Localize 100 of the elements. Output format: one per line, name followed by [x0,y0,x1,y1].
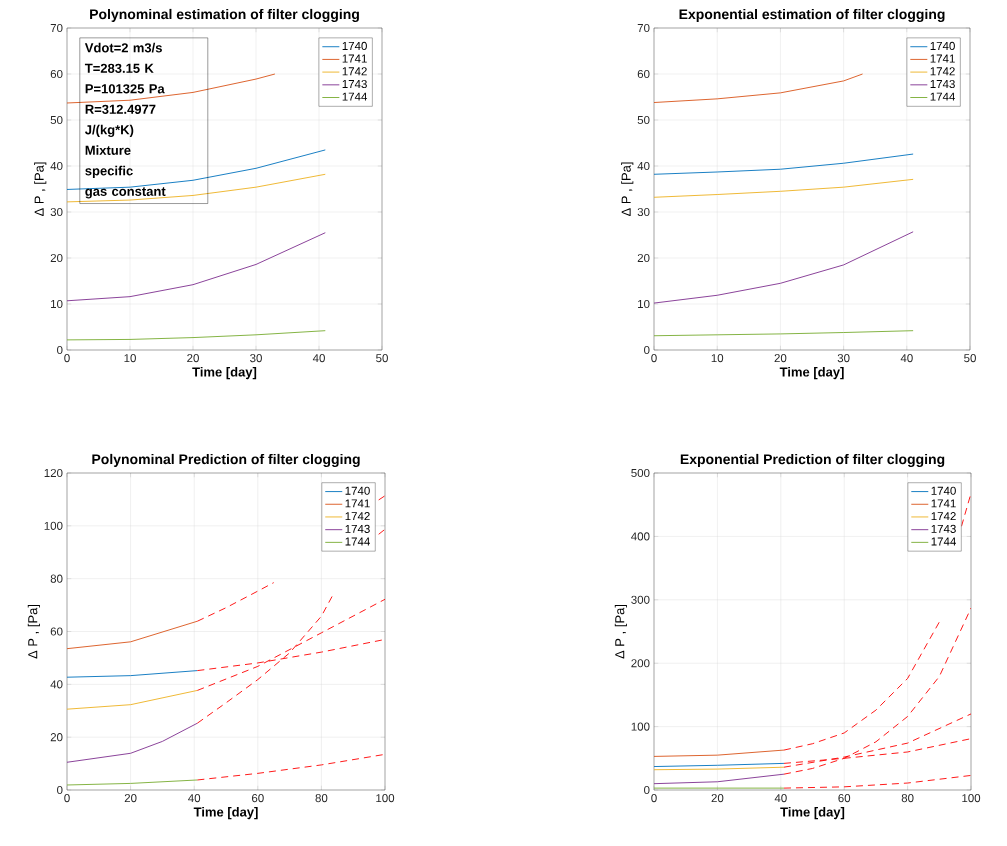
legend-label: 1742 [342,67,367,76]
legend-label: 1743 [930,79,955,89]
legend-label: 1744 [345,537,370,546]
y-tick-label: 120 [44,468,63,478]
x-tick-label: 60 [251,794,264,803]
legend-label: 1741 [342,54,367,63]
x-tick-label: 100 [376,794,395,803]
x-tick-label: 40 [312,354,325,363]
x-tick-label: 50 [964,354,976,363]
y-tick-label: 60 [637,69,650,79]
annotation: Vdot=2 m3/s [84,42,162,53]
annotation: J/(kg*K) [85,124,134,138]
x-tick-label: 80 [315,794,328,803]
line-series [67,330,326,341]
y-tick-label: 30 [637,207,650,217]
x-tick-label: 50 [376,354,388,363]
y-tick-label: 60 [50,69,63,79]
line-series [783,774,972,789]
y-tick-label: 40 [50,680,63,689]
x-tick-label: 0 [651,794,657,803]
annotation: specific [85,165,133,178]
y-tick-label: 40 [637,161,650,171]
y-tick-label: 500 [631,468,650,478]
x-tick-label: 40 [188,794,201,803]
line-series [654,153,914,175]
legend-label: 1743 [931,524,956,533]
x-tick-label: 20 [774,354,787,363]
y-tick-label: 40 [50,161,63,171]
y-tick-label: 10 [638,299,650,309]
y-tick-label: 300 [631,595,650,604]
x-tick-label: 40 [774,794,787,803]
chart-title: Exponential Prediction of filter clogging [680,453,945,467]
legend-label: 1740 [345,486,370,495]
y-axis-title: Δ P , [Pa] [621,162,634,217]
line-series [654,178,914,198]
annotation: gas constant [85,187,166,199]
legend-label: 1744 [342,92,368,101]
x-axis-title: Time [day] [779,367,844,380]
legend-label: 1742 [931,512,956,521]
x-tick-label: 0 [64,354,70,363]
legend-label: 1741 [930,54,955,63]
annotation: R=312.4977 [85,104,156,114]
line-series [67,73,276,104]
y-tick-label: 0 [57,785,63,795]
legend-label: 1744 [930,92,956,101]
line-series [67,232,326,302]
y-tick-label: 10 [51,299,63,309]
legend-label: 1741 [931,499,956,508]
x-tick-label: 20 [711,794,724,803]
y-tick-label: 100 [631,722,650,731]
x-tick-label: 10 [711,354,724,363]
line-series [196,753,385,781]
x-tick-label: 0 [64,794,70,803]
legend-label: 1743 [345,524,370,533]
x-tick-label: 100 [962,794,981,803]
y-tick-label: 50 [50,115,63,125]
y-tick-label: 70 [50,23,63,33]
y-tick-label: 0 [644,345,650,355]
x-tick-label: 80 [901,794,914,803]
y-tick-label: 400 [631,532,650,541]
annotation: T=283.15 K [84,63,154,73]
y-tick-label: 200 [631,659,650,668]
x-tick-label: 10 [124,354,136,363]
x-tick-label: 40 [900,354,913,363]
annotation: Mixture [85,145,131,155]
x-tick-label: 60 [838,794,851,803]
y-tick-label: 20 [50,253,63,263]
line-series [654,231,914,304]
legend-label: 1740 [930,41,955,50]
chart-title: Polynominal Prediction of filter clogging [92,453,360,467]
legend-label: 1742 [930,67,955,76]
y-axis-title: Δ P , [Pa] [614,604,627,659]
legend-label: 1743 [342,79,367,89]
legend-label: 1741 [345,499,370,508]
x-tick-label: 30 [250,354,262,363]
y-axis-title: Δ P , [Pa] [34,162,47,217]
annotation: P=101325 Pa [85,84,165,94]
line-series [783,607,972,775]
x-axis-title: Time [day] [193,807,258,820]
y-tick-label: 20 [50,733,63,742]
y-tick-label: 100 [44,521,63,530]
chart-title: Exponential estimation of filter clogging [679,8,945,22]
chart-title: Polynominal estimation of filter clogging [90,8,359,22]
x-tick-label: 30 [837,354,850,363]
legend-label: 1744 [931,537,956,546]
legend-label: 1740 [931,486,956,495]
y-axis-title: Δ P , [Pa] [27,604,40,659]
y-tick-label: 80 [50,574,63,583]
line-series [67,722,198,763]
x-axis-title: Time [day] [780,807,845,820]
x-tick-label: 20 [124,794,137,803]
x-tick-label: 20 [187,354,199,363]
y-tick-label: 0 [57,345,63,355]
y-tick-label: 50 [637,115,650,125]
y-tick-label: 70 [637,23,650,33]
y-tick-label: 30 [50,207,63,217]
x-axis-title: Time [day] [192,367,257,380]
y-tick-label: 0 [644,785,650,795]
y-tick-label: 60 [50,627,63,636]
legend-label: 1740 [342,41,367,50]
